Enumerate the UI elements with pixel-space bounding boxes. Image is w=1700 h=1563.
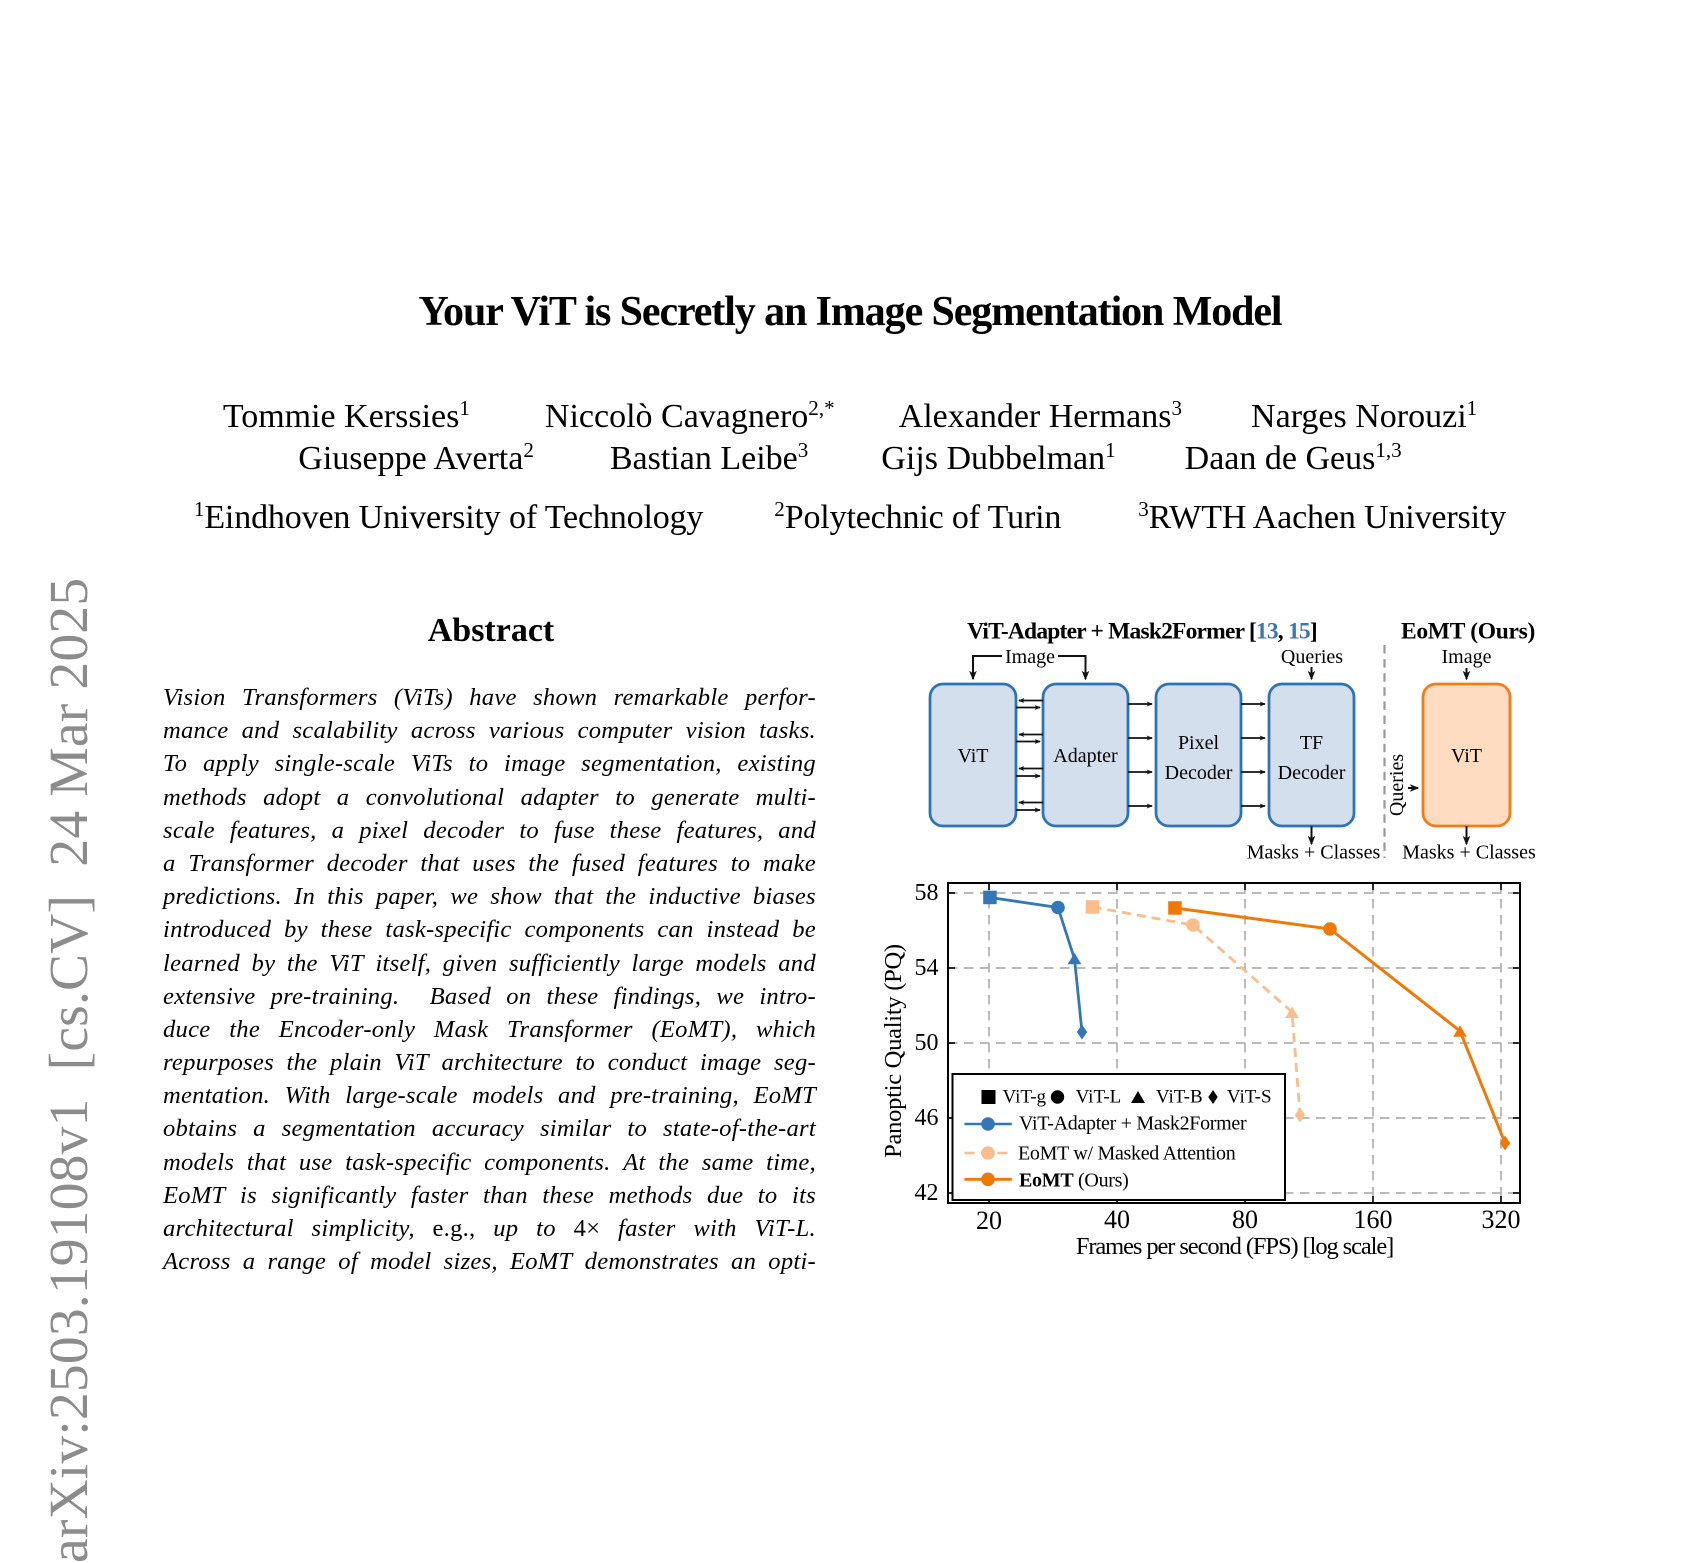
svg-text:20: 20: [976, 1206, 1002, 1235]
svg-text:Masks + Classes: Masks + Classes: [1247, 842, 1381, 864]
svg-text:Frames per second (FPS) [log s: Frames per second (FPS) [log scale]: [1076, 1233, 1393, 1260]
svg-text:Panoptic Quality (PQ): Panoptic Quality (PQ): [880, 944, 907, 1158]
svg-text:40: 40: [1104, 1205, 1130, 1234]
svg-text:EoMT w/ Masked Attention: EoMT w/ Masked Attention: [1018, 1143, 1236, 1165]
svg-text:Pixel: Pixel: [1178, 732, 1220, 754]
svg-text:58: 58: [915, 880, 939, 906]
svg-text:ViT: ViT: [957, 745, 988, 767]
svg-text:Decoder: Decoder: [1278, 762, 1346, 784]
svg-text:Image: Image: [1005, 646, 1055, 668]
svg-text:Masks + Classes: Masks + Classes: [1402, 842, 1536, 864]
svg-text:Queries: Queries: [1386, 754, 1408, 816]
svg-text:ViT-B: ViT-B: [1156, 1086, 1203, 1107]
svg-text:46: 46: [915, 1105, 939, 1131]
svg-text:Queries: Queries: [1281, 646, 1343, 668]
svg-text:50: 50: [915, 1030, 939, 1056]
svg-text:ViT-Adapter + Mask2Former [13,: ViT-Adapter + Mask2Former [13, 15]: [967, 619, 1317, 645]
svg-text:ViT-g: ViT-g: [1003, 1086, 1047, 1107]
svg-text:Decoder: Decoder: [1165, 762, 1233, 784]
svg-text:320: 320: [1482, 1205, 1521, 1234]
svg-text:ViT-L: ViT-L: [1076, 1086, 1122, 1107]
svg-text:54: 54: [915, 955, 939, 981]
svg-text:EoMT (Ours): EoMT (Ours): [1401, 619, 1535, 645]
svg-text:160: 160: [1354, 1205, 1393, 1234]
svg-text:80: 80: [1232, 1205, 1258, 1234]
svg-text:TF: TF: [1300, 732, 1323, 754]
svg-text:Image: Image: [1442, 646, 1492, 668]
svg-text:ViT-Adapter + Mask2Former: ViT-Adapter + Mask2Former: [1019, 1113, 1247, 1135]
svg-text:ViT: ViT: [1451, 745, 1482, 767]
svg-text:ViT-S: ViT-S: [1227, 1086, 1272, 1107]
svg-text:EoMT (Ours): EoMT (Ours): [1019, 1170, 1128, 1192]
svg-text:Adapter: Adapter: [1053, 745, 1118, 767]
svg-text:42: 42: [915, 1180, 939, 1206]
